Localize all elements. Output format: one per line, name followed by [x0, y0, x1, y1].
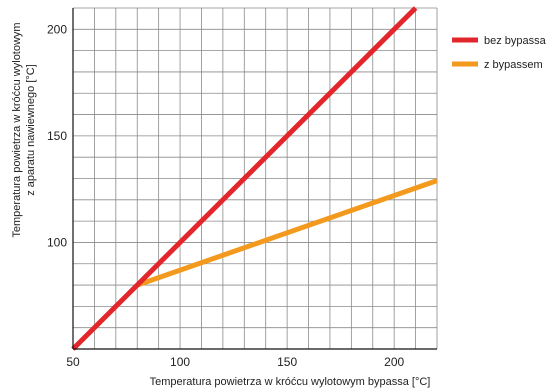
y-axis-title-line-1: Temperatura powietrza w króćcu wylotowym — [11, 22, 23, 237]
x-tick-label: 100 — [170, 355, 190, 369]
y-tick-label: 100 — [47, 235, 67, 249]
y-tick-label: 150 — [47, 129, 67, 143]
series-line-z-bypassem — [136, 178, 438, 288]
x-tick-label: 200 — [384, 355, 404, 369]
x-tick-label: 150 — [277, 355, 297, 369]
legend-label-bez-bypassa: bez bypassa — [484, 35, 547, 47]
legend: bez bypassa z bypassem — [452, 35, 547, 71]
grid — [73, 7, 438, 349]
y-axis-title-line-2: z aparatu nawiewnego [°C] — [25, 64, 37, 196]
x-axis-title: Temperatura powietrza w króćcu wylotowym… — [150, 376, 431, 388]
series-layer — [71, 6, 438, 351]
y-tick-labels: 100 150 200 — [47, 22, 67, 249]
x-tick-labels: 50 100 150 200 — [66, 355, 404, 369]
y-tick-label: 200 — [47, 22, 67, 36]
legend-label-z-bypassem: z bypassem — [484, 59, 543, 71]
series-line-bez-bypassa — [71, 6, 418, 351]
x-tick-label: 50 — [66, 355, 80, 369]
